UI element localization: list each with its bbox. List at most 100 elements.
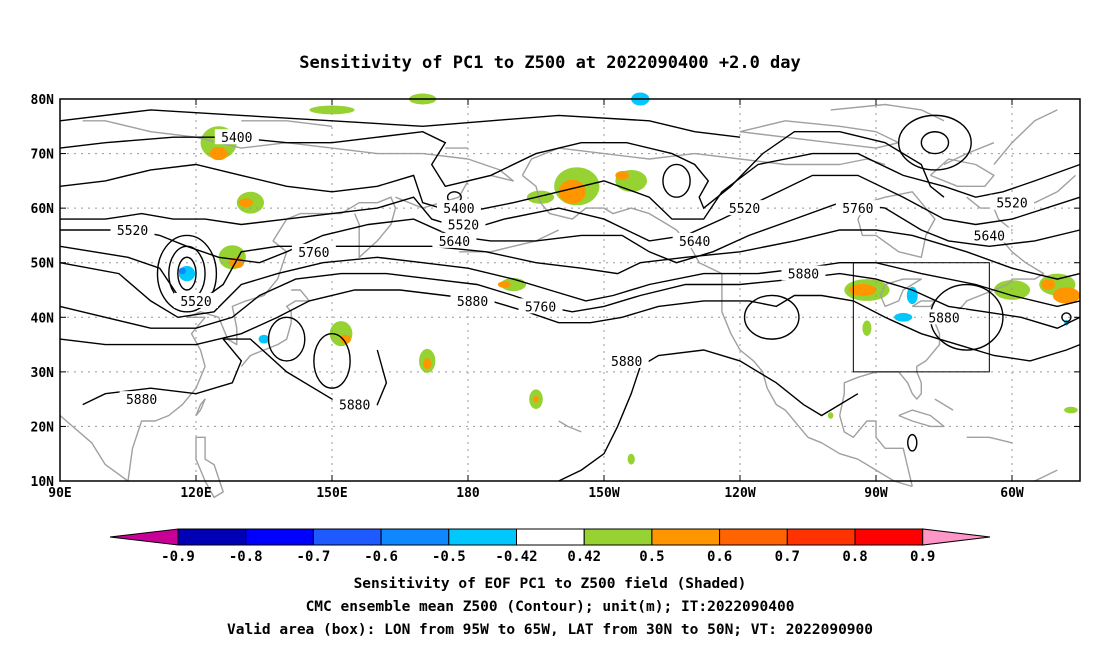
lon-tick-label: 150W (588, 486, 619, 501)
contour-label: 5520 (448, 219, 479, 234)
coastline (195, 398, 206, 416)
contour-line (59, 130, 945, 210)
contour-label: 5520 (117, 224, 148, 239)
colorbar-label: 0.7 (775, 549, 800, 565)
lon-tick-label: 150E (316, 486, 347, 501)
contour-label-bg (922, 309, 966, 325)
contour-label-bg (436, 200, 481, 216)
contour-closed (662, 163, 691, 198)
contour-label-bg (174, 292, 218, 308)
lon-tick-label: 60W (1000, 486, 1024, 501)
contour-label-bg (722, 200, 767, 216)
coastline (879, 278, 922, 308)
contour-label-bg (967, 227, 1012, 243)
contour-label-bg (835, 200, 880, 216)
sensitivity-patch (209, 147, 228, 161)
coastline (993, 109, 1058, 165)
sensitivity-patch (1064, 406, 1078, 414)
colorbar-label: -0.42 (495, 549, 537, 565)
lat-tick-label: 70N (31, 148, 55, 163)
lat-tick-label: 50N (31, 257, 55, 272)
contour-closed (156, 234, 218, 313)
lon-tick-label: 90E (48, 486, 71, 501)
coastline (82, 120, 514, 209)
contour-label: 5400 (221, 131, 252, 146)
contour-label: 5880 (339, 399, 370, 414)
contour-line (60, 174, 1081, 242)
contour-label-bg (604, 352, 649, 368)
colorbar-label: 0.8 (842, 549, 867, 565)
contour-label-bg (781, 265, 826, 281)
colorbar-label: -0.9 (161, 549, 195, 565)
coastline (195, 436, 224, 499)
coastline (1034, 469, 1058, 482)
colorbar-bin (651, 528, 721, 546)
colorbar-label: -0.6 (364, 549, 398, 565)
contour-label: 5520 (729, 202, 760, 217)
lon-axis: 90E 120E 150E 180 150W 120W 90W 60W (48, 99, 1024, 501)
colorbar-bin (448, 528, 517, 546)
caption-line-3: Valid area (box): LON from 95W to 65W, L… (227, 622, 873, 638)
contour-label-bg (432, 232, 477, 248)
contour-closed (313, 332, 351, 389)
sensitivity-patch (238, 198, 254, 208)
sensitivity-patch (627, 453, 635, 465)
caption-line-1: Sensitivity of EOF PC1 to Z500 field (Sh… (354, 576, 747, 592)
sensitivity-patch (862, 320, 872, 336)
lon-tick-label: 120E (180, 486, 211, 501)
contour-line (59, 152, 1081, 220)
coastline (929, 158, 995, 187)
sensitivity-patch (848, 283, 877, 297)
colorbar-bin (583, 528, 653, 546)
contour-closed (743, 294, 800, 340)
sensitivity-patch (497, 281, 511, 288)
colorbar: -0.9 -0.8 -0.7 -0.6 -0.5 -0.42 0.42 0.5 0.6 0.7 0.… (109, 528, 991, 565)
contour-label: 5640 (439, 235, 470, 250)
contour-label-bg (110, 221, 155, 237)
lon-tick-label: 90W (864, 486, 888, 501)
caption-line-2: CMC ensemble mean Z500 (Contour); unit(m… (306, 599, 795, 615)
colorbar-label: 0.9 (910, 549, 935, 565)
coastline (59, 196, 397, 482)
colorbar-bin (380, 528, 450, 546)
contour-label: 5640 (679, 235, 710, 250)
contour-label-bg (518, 298, 563, 314)
sensitivity-patch (1041, 279, 1056, 290)
lat-tick-label: 80N (31, 93, 55, 108)
sensitivity-patch (827, 412, 834, 419)
sensitivity-patch (258, 334, 270, 344)
contour-label: 5520 (180, 295, 211, 310)
contour-label: 5760 (525, 300, 556, 315)
contour-line (558, 349, 859, 482)
sensitivity-patch (894, 312, 913, 322)
contour-label: 5880 (928, 311, 959, 326)
colorbar-label: 0.5 (639, 549, 664, 565)
sensitivity-patch (1052, 287, 1080, 304)
colorbar-bin (516, 528, 585, 546)
coastline (934, 398, 954, 411)
contour-line (60, 201, 1081, 264)
colorbar-label: -0.8 (229, 549, 263, 565)
colorbar-low-arrow (109, 528, 179, 546)
sensitivity-patch (178, 267, 187, 275)
contour-line (59, 272, 1081, 329)
contour-label: 5760 (298, 246, 329, 261)
colorbar-bin (312, 528, 382, 546)
contour-label-bg (672, 232, 717, 248)
contour-label-bg (119, 391, 164, 407)
contour-label: 5640 (974, 229, 1005, 244)
colorbar-label: 0.42 (567, 549, 601, 565)
contour-label-bg (332, 396, 377, 412)
chart-title: Sensitivity of PC1 to Z500 at 2022090400… (299, 53, 801, 73)
coastline (966, 436, 1013, 444)
contour-line (59, 256, 1081, 319)
lat-tick-label: 60N (31, 202, 55, 217)
sensitivity-patch (615, 171, 629, 180)
colorbar-high-arrow (922, 528, 991, 546)
colorbar-label: 0.6 (707, 549, 732, 565)
contour-closed (267, 316, 306, 362)
sensitivity-patch (558, 179, 586, 204)
map-frame (59, 98, 1081, 482)
lat-tick-label: 30N (31, 366, 55, 381)
